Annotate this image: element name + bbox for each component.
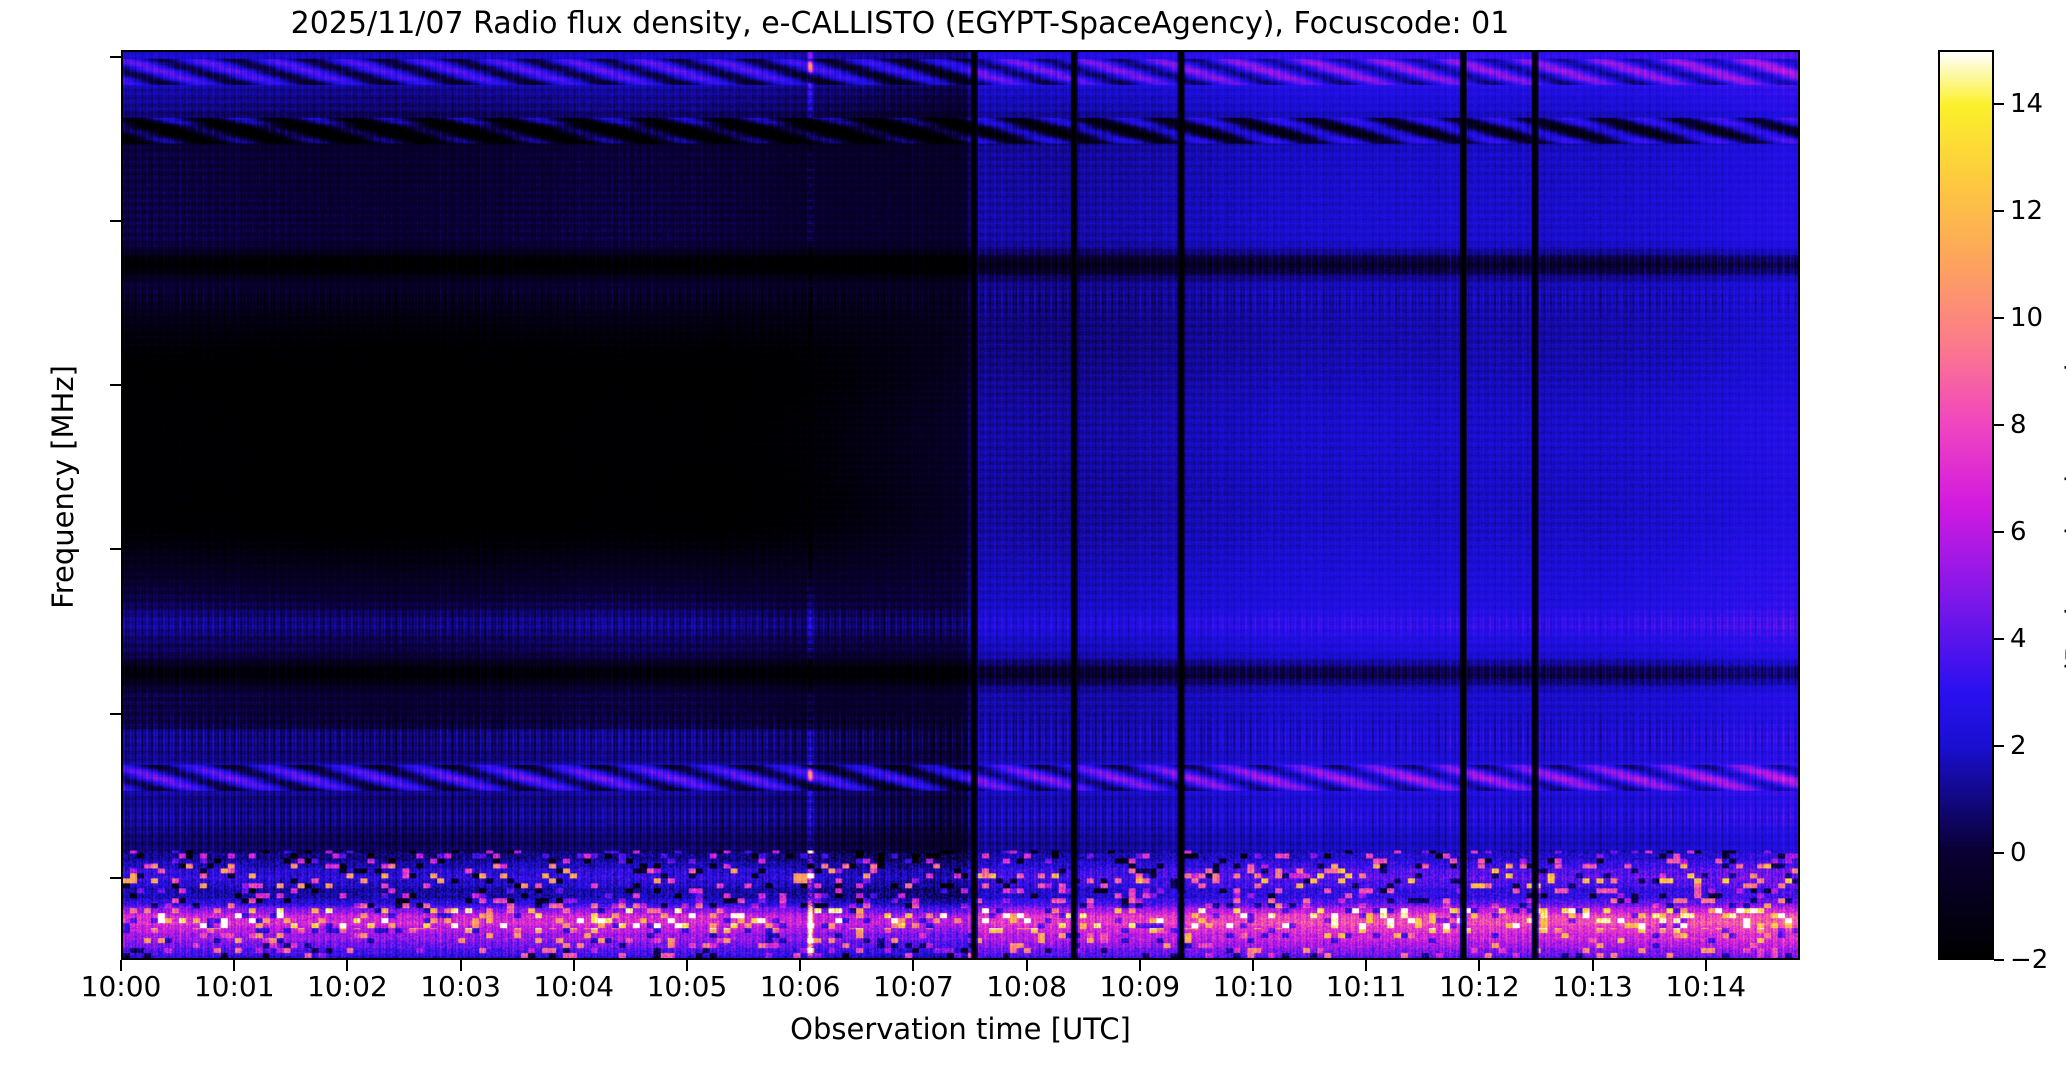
y-tick-mark [110, 219, 121, 222]
spectrogram-axes[interactable] [121, 50, 1800, 960]
x-tick-mark [1478, 960, 1481, 971]
colorbar-tick-label: 8 [2010, 409, 2027, 440]
x-tick-mark [1704, 960, 1707, 971]
x-tick-mark [912, 960, 915, 971]
x-tick-mark [459, 960, 462, 971]
colorbar-label: dB above background [2060, 363, 2066, 681]
y-tick-mark [110, 384, 121, 387]
x-tick-mark [685, 960, 688, 971]
x-tick-label: 10:01 [193, 970, 275, 1003]
x-tick-mark [120, 960, 122, 971]
colorbar-tick-label: 0 [2010, 837, 2027, 868]
colorbar-tick-label: 4 [2010, 623, 2027, 654]
y-tick-mark [110, 712, 121, 715]
colorbar-tick-label: 12 [2010, 195, 2044, 226]
colorbar-tick-mark [1994, 209, 2004, 212]
y-axis-label: Frequency [MHz] [46, 365, 80, 609]
x-tick-label: 10:02 [307, 970, 388, 1003]
colorbar-tick-label: 6 [2010, 516, 2027, 547]
y-tick-mark [110, 55, 121, 58]
colorbar-gradient [1940, 52, 1992, 958]
x-axis-label: Observation time [UTC] [790, 1012, 1131, 1046]
x-tick-label: 10:06 [759, 970, 841, 1003]
x-tick-mark [1025, 960, 1028, 971]
x-tick-mark [1251, 960, 1254, 971]
x-tick-mark [572, 960, 575, 971]
colorbar-tick-mark [1994, 744, 2004, 747]
colorbar[interactable] [1938, 50, 1994, 960]
x-tick-label: 10:04 [533, 970, 615, 1003]
x-tick-label: 10:05 [646, 970, 728, 1003]
x-tick-label: 10:03 [420, 970, 501, 1003]
x-tick-mark [346, 960, 349, 971]
x-tick-label: 10:07 [872, 970, 954, 1003]
colorbar-tick-label: 10 [2010, 302, 2044, 333]
colorbar-tick-mark [1994, 530, 2004, 533]
x-tick-label: 10:00 [80, 970, 162, 1003]
colorbar-tick-mark [1994, 637, 2004, 640]
x-tick-label: 10:08 [986, 970, 1067, 1003]
x-tick-mark [799, 960, 802, 971]
x-tick-label: 10:12 [1438, 970, 1520, 1003]
colorbar-tick-label: 2 [2010, 730, 2027, 761]
x-tick-mark [1138, 960, 1141, 971]
colorbar-tick-mark [1994, 959, 2004, 961]
y-tick-mark [110, 548, 121, 551]
colorbar-tick-mark [1994, 423, 2004, 426]
y-tick-mark [110, 876, 121, 879]
chart-title: 2025/11/07 Radio flux density, e-CALLIST… [290, 6, 1510, 41]
x-tick-mark [1365, 960, 1368, 971]
x-tick-label: 10:14 [1665, 970, 1747, 1003]
x-tick-label: 10:09 [1099, 970, 1181, 1003]
x-tick-mark [1591, 960, 1594, 971]
x-tick-label: 10:10 [1212, 970, 1294, 1003]
colorbar-tick-label: −2 [2010, 945, 2049, 975]
colorbar-tick-mark [1994, 102, 2004, 105]
x-tick-label: 10:13 [1552, 970, 1633, 1003]
colorbar-tick-mark [1994, 316, 2004, 319]
colorbar-tick-label: 14 [2010, 88, 2044, 119]
x-tick-label: 10:11 [1325, 970, 1407, 1003]
spectrogram-image [123, 52, 1798, 958]
x-tick-mark [233, 960, 236, 971]
colorbar-tick-mark [1994, 851, 2004, 854]
